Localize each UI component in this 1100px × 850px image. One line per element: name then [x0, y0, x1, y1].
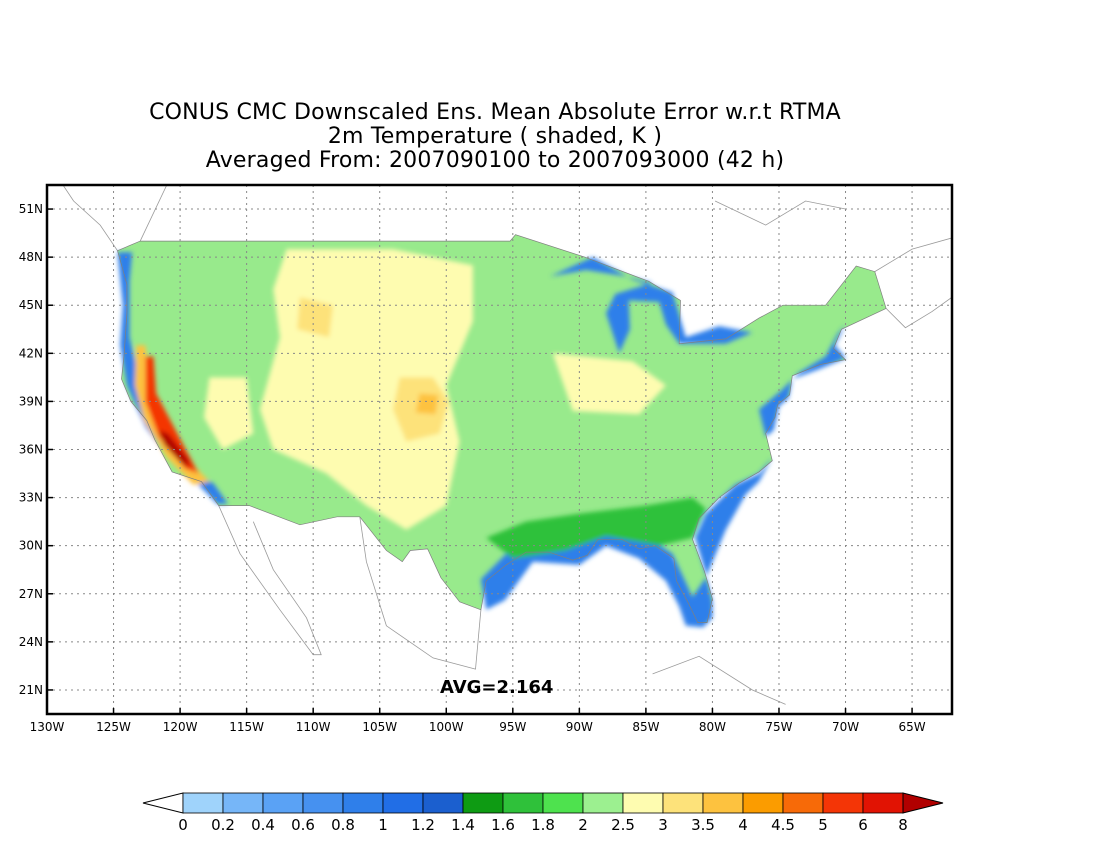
- error-shading-layer: [117, 249, 846, 628]
- colorbar-swatch: [542, 792, 584, 814]
- lat-tick-label: 48N: [19, 250, 43, 264]
- colorbar-label: 0.8: [331, 816, 355, 834]
- colorbar-swatch: [742, 792, 784, 814]
- coastline-outline: [218, 505, 322, 656]
- conus-outline: [117, 234, 887, 623]
- avg-label: AVG=2.164: [440, 677, 553, 698]
- colorbar-swatch: [262, 792, 304, 814]
- lon-tick-label: 100W: [429, 720, 464, 734]
- longitude-axis: 130W 125W 120W 115W 110W 105W 100W 95W 90W 85W 80W…: [30, 708, 926, 734]
- colorbar-swatch: [182, 792, 224, 814]
- colorbar-label: 0.4: [251, 816, 275, 834]
- colorbar-swatch: [622, 792, 664, 814]
- lon-tick-label: 110W: [296, 720, 331, 734]
- lat-tick-label: 51N: [19, 202, 43, 216]
- coastline-outline: [874, 237, 952, 272]
- lat-tick-label: 27N: [19, 587, 43, 601]
- lon-tick-label: 115W: [229, 720, 264, 734]
- colorbar-swatch: [222, 792, 264, 814]
- colorbar-over-arrow: [902, 792, 944, 814]
- colorbar-label: 2.5: [611, 816, 635, 834]
- northeast-coast-blue-region: [759, 324, 846, 437]
- lat-tick-label: 33N: [19, 491, 43, 505]
- southeast-dark-green-region: [486, 497, 706, 559]
- west-coast-blue-region: [117, 252, 228, 504]
- colorbar-label: 3.5: [691, 816, 715, 834]
- lat-tick-label: 42N: [19, 346, 43, 360]
- lat-tick-label: 39N: [19, 394, 43, 408]
- colorbar-under-arrow: [142, 792, 184, 814]
- colorbar-swatch: [422, 792, 464, 814]
- coastline-outline: [714, 200, 846, 226]
- chart-title-line-2: 2m Temperature ( shaded, K ): [327, 124, 663, 149]
- lon-tick-label: 95W: [499, 720, 526, 734]
- lon-tick-label: 80W: [699, 720, 726, 734]
- lat-tick-label: 21N: [19, 683, 43, 697]
- nevada-yellow-region: [204, 377, 254, 450]
- colorbar-label: 8: [898, 816, 908, 834]
- chart-title-line-3: Averaged From: 2007090100 to 2007093000 …: [205, 148, 785, 173]
- colorbar-label: 0.2: [211, 816, 235, 834]
- colorbar-swatch: [782, 792, 824, 814]
- lat-tick-label: 30N: [19, 539, 43, 553]
- colorbar-swatch: [662, 792, 704, 814]
- colorbar-label: 1.6: [491, 816, 515, 834]
- colorbar-label: 4: [738, 816, 748, 834]
- colorbar-label: 0: [178, 816, 188, 834]
- coastline-outline: [62, 185, 118, 251]
- colorbar-label: 1.2: [411, 816, 435, 834]
- colorbar-label: 4.5: [771, 816, 795, 834]
- colorbar-label: 6: [858, 816, 868, 834]
- lon-tick-label: 90W: [566, 720, 593, 734]
- colorbar-label: 3: [658, 816, 668, 834]
- colorbar-swatch: [502, 792, 544, 814]
- central-hot-region: [415, 393, 439, 415]
- colorbar-label: 1.4: [451, 816, 475, 834]
- lon-tick-label: 105W: [362, 720, 397, 734]
- socal-orange-region: [134, 345, 210, 485]
- colorbar-swatch: [702, 792, 744, 814]
- lon-tick-label: 120W: [163, 720, 198, 734]
- colorbar-swatch: [462, 792, 504, 814]
- colorbar-swatch: [302, 792, 344, 814]
- colorbar-swatch: [582, 792, 624, 814]
- lon-tick-label: 130W: [30, 720, 65, 734]
- colorbar-swatch: [382, 792, 424, 814]
- colorbar-label: 5: [818, 816, 828, 834]
- lat-tick-label: 45N: [19, 298, 43, 312]
- lat-lon-grid: [47, 185, 952, 714]
- lat-tick-label: 36N: [19, 443, 43, 457]
- lon-tick-label: 85W: [632, 720, 659, 734]
- gulf-blue-region: [480, 457, 773, 628]
- colorbar-label: 2: [578, 816, 588, 834]
- coastline-outline: [139, 185, 168, 242]
- colorbar-label: 1.8: [531, 816, 555, 834]
- idaho-orange-region: [297, 297, 334, 338]
- lat-tick-label: 24N: [19, 635, 43, 649]
- colorbar-swatch: [862, 792, 904, 814]
- coastline-outline: [885, 296, 952, 329]
- lon-tick-label: 65W: [899, 720, 926, 734]
- colorbar-swatch: [822, 792, 864, 814]
- chart-title-line-1: CONUS CMC Downscaled Ens. Mean Absolute …: [149, 100, 841, 125]
- colorbar-label: 0.6: [291, 816, 315, 834]
- colorbar-label: 1: [378, 816, 388, 834]
- lon-tick-label: 70W: [832, 720, 859, 734]
- socal-red-inner-region: [158, 430, 190, 468]
- colorbar: 0 0.2 0.4 0.6 0.8 1 1.2 1.4 1.6 1.8 2 2.5 3 3.5 4 4.5 5 6…: [142, 792, 944, 834]
- lon-tick-label: 75W: [765, 720, 792, 734]
- colorbar-swatch: [342, 792, 384, 814]
- midwest-yellow-region: [552, 353, 666, 415]
- coastline-outline: [359, 516, 482, 670]
- lon-tick-label: 125W: [96, 720, 131, 734]
- conus-error-field: [62, 185, 952, 705]
- coastline-outline: [652, 655, 786, 705]
- latitude-axis: 21N 24N 27N 30N 33N 36N 39N 42N 45N 48N 51N: [19, 202, 53, 697]
